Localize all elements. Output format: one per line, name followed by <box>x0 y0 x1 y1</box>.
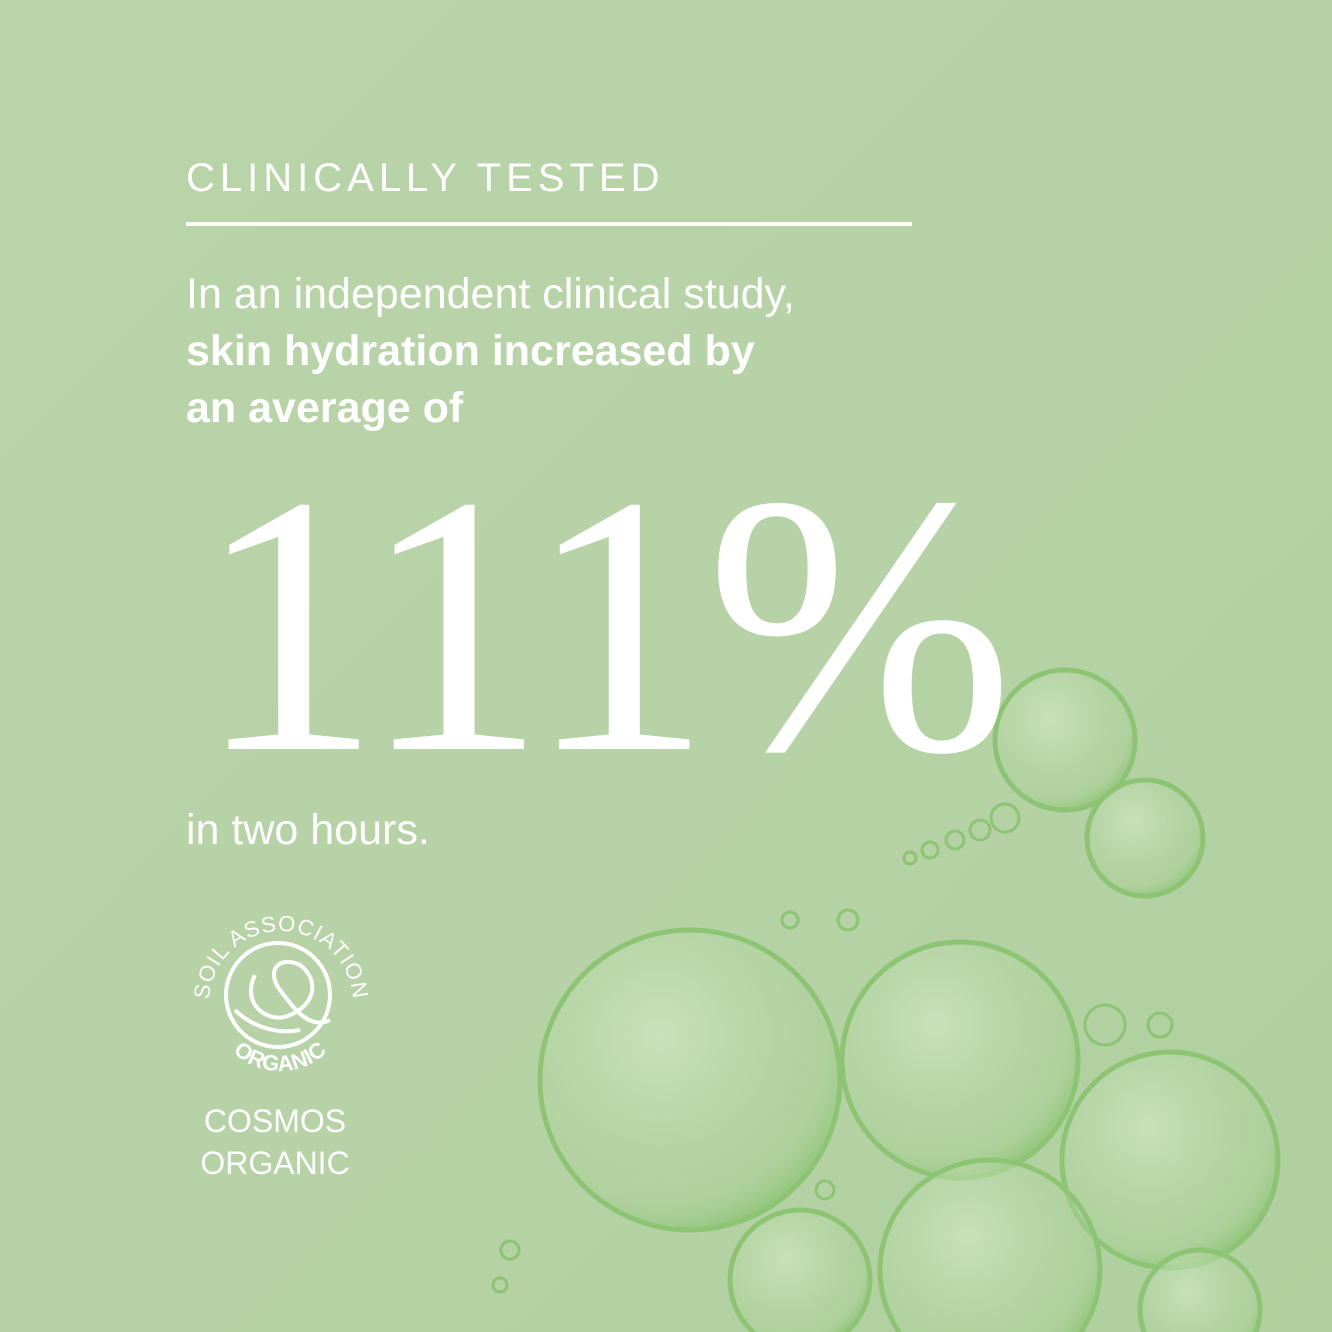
soil-association-leaf-icon <box>224 941 332 1049</box>
svg-text:SOIL ASSOCIATION: SOIL ASSOCIATION <box>189 911 373 1001</box>
soil-association-logo: SOIL ASSOCIATION ORGANIC <box>189 911 373 1077</box>
logo-bottom-text: ORGANIC <box>230 1036 331 1076</box>
divider <box>186 222 912 226</box>
cert-line-2: ORGANIC <box>200 1145 350 1181</box>
certification-text: COSMOS ORGANIC <box>190 1100 360 1184</box>
intro-regular: In an independent clinical study, <box>186 270 795 318</box>
heading: CLINICALLY TESTED <box>186 156 665 200</box>
intro-bold-1: skin hydration increased by <box>186 327 755 375</box>
logo-top-text: SOIL ASSOCIATION <box>189 911 372 1001</box>
svg-text:ORGANIC: ORGANIC <box>230 1036 331 1076</box>
intro-text: In an independent clinical study, skin h… <box>186 266 1086 437</box>
stat-value: 111% <box>196 420 1014 830</box>
intro-bold-2: an average of <box>186 384 464 432</box>
cert-line-1: COSMOS <box>203 1103 347 1139</box>
after-text: in two hours. <box>186 806 430 854</box>
